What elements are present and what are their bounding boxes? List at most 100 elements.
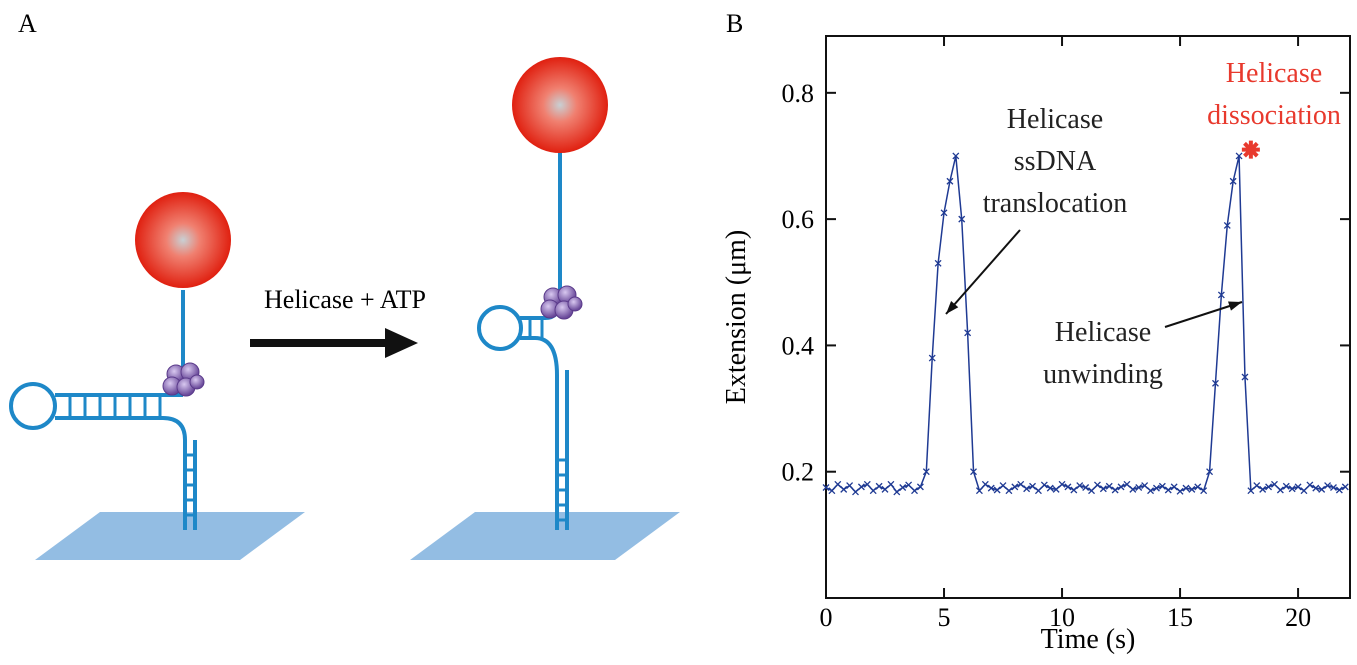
data-point xyxy=(981,480,989,488)
data-point xyxy=(1294,483,1302,491)
data-point xyxy=(1235,152,1243,160)
data-point xyxy=(1282,482,1290,490)
x-tick-label: 5 xyxy=(938,603,951,632)
data-point xyxy=(1271,480,1278,488)
data-point xyxy=(1330,484,1337,491)
data-point xyxy=(928,354,936,362)
data-point xyxy=(840,485,848,493)
data-point xyxy=(905,481,913,489)
data-point xyxy=(911,487,918,495)
data-point xyxy=(946,177,954,185)
data-point xyxy=(1200,487,1208,495)
x-axis-label: Time (s) xyxy=(1041,624,1136,655)
data-point xyxy=(1312,484,1320,492)
data-point xyxy=(1324,482,1332,490)
data-point xyxy=(1247,487,1255,495)
data-point xyxy=(1034,487,1042,495)
data-point xyxy=(1135,484,1143,491)
x-tick-label: 20 xyxy=(1285,603,1311,632)
arrow-head xyxy=(1228,301,1242,311)
annotation: Helicase xyxy=(1226,58,1322,89)
data-point xyxy=(887,480,895,488)
y-tick-label: 0.6 xyxy=(782,205,815,234)
data-point xyxy=(1276,486,1284,494)
data-point xyxy=(1046,484,1054,492)
data-point xyxy=(993,486,1001,494)
data-point xyxy=(1011,483,1019,491)
plot-frame xyxy=(825,35,1351,599)
data-point xyxy=(1105,482,1113,490)
data-point xyxy=(987,484,995,492)
data-point xyxy=(1182,484,1190,492)
data-point xyxy=(1147,487,1155,495)
data-point xyxy=(863,480,871,488)
annotation: Helicase xyxy=(1007,104,1103,135)
data-point xyxy=(899,484,907,491)
data-point xyxy=(1099,485,1107,493)
data-point xyxy=(1188,485,1196,493)
data-point xyxy=(1318,485,1326,493)
y-tick-label: 0.2 xyxy=(782,458,815,487)
data-point xyxy=(934,259,942,267)
panel-label: A xyxy=(18,9,37,38)
data-point xyxy=(893,488,901,496)
data-point xyxy=(1064,483,1072,491)
diagram-before xyxy=(9,192,305,560)
annotation-arrow xyxy=(945,229,1021,315)
data-point xyxy=(975,487,983,495)
annotation: dissociation xyxy=(1207,100,1341,131)
data-point xyxy=(1129,485,1137,493)
y-tick-label: 0.8 xyxy=(782,79,815,108)
data-point xyxy=(1052,485,1060,493)
data-point xyxy=(1259,485,1267,493)
data-point xyxy=(834,480,842,488)
data-point xyxy=(881,485,889,493)
data-point xyxy=(869,487,877,495)
data-point xyxy=(922,468,930,476)
data-point xyxy=(1152,484,1160,492)
data-point xyxy=(1082,484,1090,491)
data-point xyxy=(1023,485,1031,493)
data-point xyxy=(1040,481,1048,489)
data-point xyxy=(1223,221,1231,229)
data-point xyxy=(1117,483,1125,491)
data-point xyxy=(1341,483,1349,491)
data-point xyxy=(852,488,859,496)
data-point xyxy=(1170,483,1178,491)
data-point xyxy=(1058,480,1066,488)
data-point xyxy=(1194,483,1202,491)
data-point xyxy=(1141,482,1149,490)
data-point xyxy=(964,329,972,337)
data-point xyxy=(1123,480,1131,488)
data-point xyxy=(1005,487,1013,495)
data-point xyxy=(1253,482,1261,490)
data-point xyxy=(875,482,883,490)
data-point xyxy=(1164,486,1172,494)
arrow-label: Helicase + ATP xyxy=(264,285,426,314)
data-point xyxy=(1176,487,1184,495)
data-point xyxy=(1088,487,1095,495)
data-point xyxy=(1241,373,1249,381)
x-tick-label: 10 xyxy=(1049,603,1075,632)
diagram-after xyxy=(410,57,680,560)
data-point xyxy=(1265,483,1273,491)
data-point xyxy=(1288,485,1296,493)
panel-label: B xyxy=(726,9,743,38)
y-tick-label: 0.4 xyxy=(782,331,815,360)
event-marker xyxy=(1241,140,1260,159)
data-point xyxy=(1300,487,1308,495)
annotation: ssDNA xyxy=(1014,146,1097,177)
annotation: unwinding xyxy=(1043,359,1163,390)
data-point xyxy=(1093,481,1101,489)
annotation-arrow xyxy=(1164,301,1243,328)
data-point xyxy=(1017,480,1025,488)
arrow xyxy=(250,328,418,358)
data-point xyxy=(958,215,966,223)
data-point xyxy=(857,483,865,491)
data-point xyxy=(1029,482,1036,490)
data-point xyxy=(1111,486,1119,494)
annotation: Helicase xyxy=(1055,317,1151,348)
data-point xyxy=(916,483,924,491)
data-point xyxy=(999,482,1007,490)
